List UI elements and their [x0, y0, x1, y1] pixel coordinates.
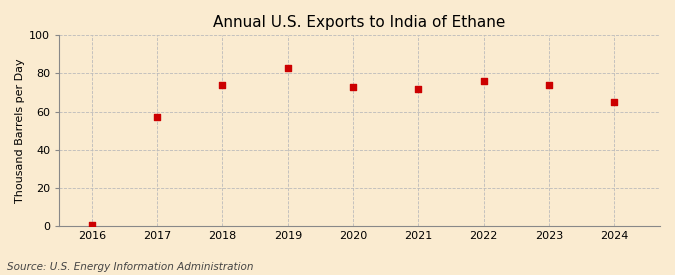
Y-axis label: Thousand Barrels per Day: Thousand Barrels per Day [15, 58, 25, 203]
Point [543, 83, 554, 87]
Point [152, 115, 163, 119]
Point [609, 100, 620, 104]
Point [348, 85, 358, 89]
Text: Source: U.S. Energy Information Administration: Source: U.S. Energy Information Administ… [7, 262, 253, 272]
Point [479, 79, 489, 83]
Point [86, 223, 97, 227]
Point [282, 65, 293, 70]
Point [217, 83, 228, 87]
Title: Annual U.S. Exports to India of Ethane: Annual U.S. Exports to India of Ethane [213, 15, 506, 30]
Point [413, 87, 424, 91]
